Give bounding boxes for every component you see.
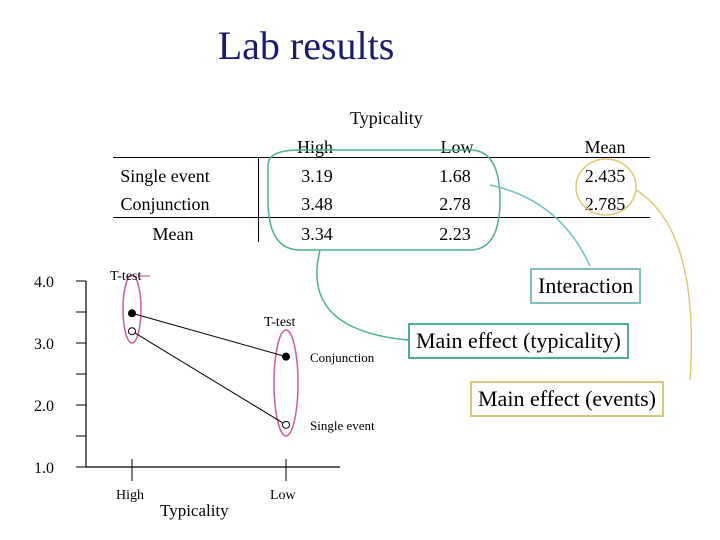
data-point [282,352,290,361]
interaction-box: Interaction [530,268,642,304]
mean-loop [575,158,637,216]
y-tick-label: 1.0 [34,460,54,477]
row-label-conjunction: Conjunction [120,194,210,214]
data-point [128,309,136,318]
x-tick-label: Low [270,488,297,503]
row-label-single: Single event [120,166,210,186]
main-effect-typicality-box: Main effect (typicality) [408,323,629,359]
events-connector [635,189,693,381]
cell-mean-high: 3.34 [301,224,333,244]
series-line [131,312,287,358]
y-tick-label: 2.0 [34,398,54,415]
data-point [128,327,136,336]
col-header-high: High [297,137,333,157]
table-divider [258,157,259,242]
table-mid-rule [113,217,650,218]
y-tick-label: 3.0 [34,336,54,353]
high-ttest-loop [122,274,142,344]
cell-conj-high: 3.48 [301,194,333,214]
typicality-connector [316,249,409,341]
ttest-label-low: T-test [264,315,296,330]
series-label: Conjunction [310,350,375,365]
page-title: Lab results [217,23,395,68]
typicality-loop [267,149,501,251]
row-label-mean: Mean [152,224,194,244]
series-line [131,330,287,426]
cell-conj-low: 2.78 [439,194,471,214]
cell-mean-low: 2.23 [439,224,471,244]
series-label: Single event [310,418,375,433]
cell-single-mean: 2.435 [584,166,626,186]
cell-single-low: 1.68 [439,166,471,186]
x-tick-label: High [116,488,144,503]
cell-single-high: 3.19 [301,166,333,186]
interaction-connector [489,184,591,267]
data-point [282,420,290,429]
col-header-mean: Mean [584,137,626,157]
ttest-label-high: T-test [110,269,142,284]
low-ttest-loop [273,329,299,437]
cell-conj-mean: 2.785 [584,194,626,214]
table-group-label: Typicality [350,108,423,128]
main-effect-events-box: Main effect (events) [470,381,664,417]
table-top-rule [113,157,650,158]
x-axis-label: Typicality [160,501,229,520]
y-tick-label: 4.0 [34,274,54,291]
col-header-low: Low [440,137,474,157]
